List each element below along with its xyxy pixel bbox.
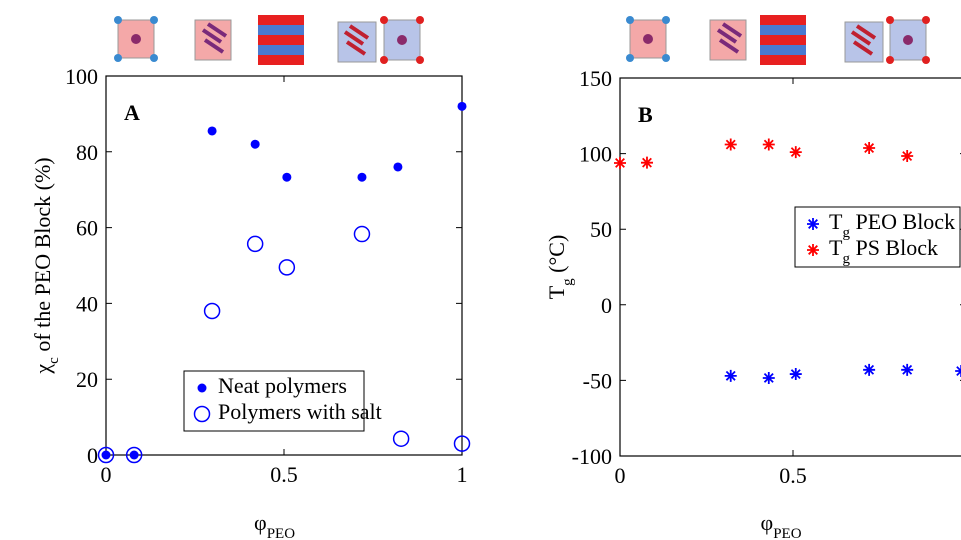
y-tick-label: 80 [76, 140, 98, 165]
legend-label: Neat polymers [218, 373, 347, 398]
point [901, 363, 914, 376]
y-tick-label: 0 [601, 293, 612, 318]
point [901, 150, 914, 163]
x-axis-label-part: φ [254, 510, 267, 535]
point [246, 235, 264, 253]
legend-box [794, 206, 961, 268]
legend-marker [807, 218, 819, 230]
point [457, 101, 467, 111]
point [640, 156, 653, 169]
y-axis-label: Tg (°C) [544, 235, 576, 300]
legend-marker [193, 405, 211, 423]
legend-label: Polymers with salt [218, 399, 382, 424]
x-axis-label-sub: PEO [773, 526, 802, 540]
x-tick-label: 0 [615, 463, 626, 488]
panel-label: B [638, 102, 653, 127]
legend-marker [807, 244, 819, 256]
point [863, 363, 876, 376]
legend-box [183, 370, 365, 432]
y-tick-label: 40 [76, 291, 98, 316]
y-axis-label-part: T [544, 285, 569, 299]
point [789, 368, 802, 381]
y-tick-label: -50 [583, 368, 612, 393]
legend-label-part: T [829, 209, 843, 234]
legend-marker [197, 383, 207, 393]
point [250, 139, 260, 149]
y-axis-label-part: χ [30, 364, 55, 375]
y-axis-label: χc of the PEO Block (%) [30, 157, 62, 374]
point [282, 172, 292, 182]
point [357, 172, 367, 182]
point [125, 446, 143, 464]
y-axis-label-part: (°C) [544, 235, 569, 279]
point [724, 138, 737, 151]
x-tick-label: 0.5 [779, 463, 807, 488]
point [203, 302, 221, 320]
point [278, 259, 296, 276]
legend-label-part: PS Block [850, 235, 938, 260]
y-tick-label: -100 [572, 444, 612, 469]
point [955, 365, 961, 378]
y-tick-label: 150 [579, 66, 612, 91]
legend-label-part: Neat polymers [218, 373, 347, 398]
point [392, 430, 410, 447]
point [863, 142, 876, 155]
y-tick-label: 100 [65, 64, 98, 89]
legend-label-part: Polymers with salt [218, 399, 382, 424]
legend-label-sub: g [842, 251, 850, 267]
point [393, 162, 403, 172]
x-axis-label-part: φ [761, 510, 774, 535]
point [614, 156, 626, 169]
x-axis-label: φPEO [254, 510, 295, 540]
legend-label-part: T [829, 235, 843, 260]
point [97, 446, 115, 464]
point [762, 371, 775, 384]
plot-area [97, 101, 471, 464]
legend-label-sub: g [842, 225, 850, 241]
legend-label: Tg PS Block [829, 235, 938, 267]
point [207, 126, 217, 136]
y-axis-label-part: of the PEO Block (%) [30, 157, 55, 357]
plot-area [614, 138, 961, 384]
y-tick-label: 50 [590, 217, 612, 242]
x-tick-label: 0 [101, 462, 112, 487]
x-tick-label: 1 [457, 462, 468, 487]
x-axis-label-sub: PEO [267, 526, 296, 540]
point [789, 146, 802, 159]
point [724, 369, 737, 382]
legend-label-part: PEO Block [850, 209, 955, 234]
x-axis-label: φPEO [761, 510, 802, 540]
legend-label: Tg PEO Block [829, 209, 955, 241]
point [101, 450, 111, 460]
point [453, 435, 471, 452]
y-axis-label-sub: g [560, 278, 576, 286]
y-axis-label-sub: c [46, 357, 62, 364]
y-tick-label: 0 [87, 443, 98, 468]
point [353, 225, 371, 243]
x-tick-label: 0.5 [270, 462, 298, 487]
point [129, 450, 139, 460]
point [762, 138, 775, 151]
y-tick-label: 60 [76, 216, 98, 241]
panel-label: A [124, 100, 140, 125]
structure-icons [114, 15, 930, 65]
y-tick-label: 20 [76, 367, 98, 392]
y-tick-label: 100 [579, 142, 612, 167]
